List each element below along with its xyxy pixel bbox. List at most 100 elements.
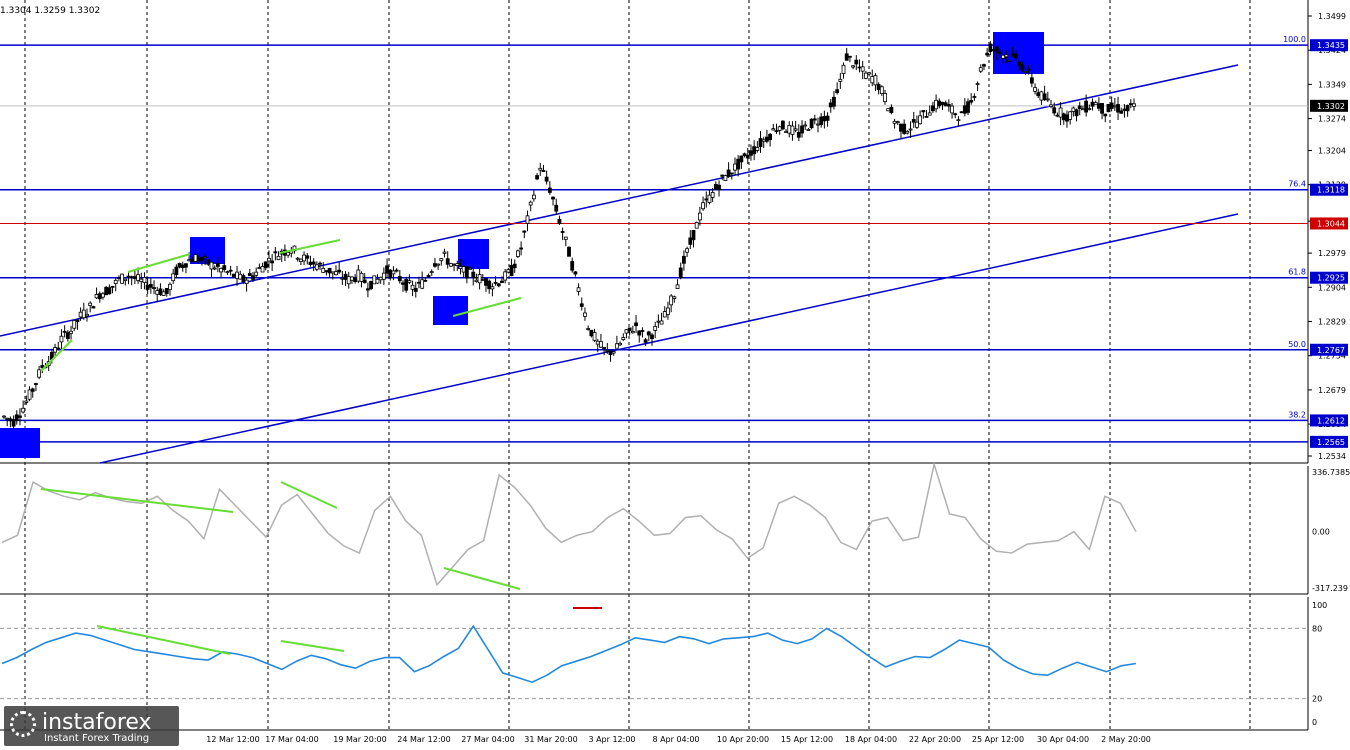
price-tag-bg: [1310, 217, 1348, 230]
price-tick-label: 1.2534: [1318, 452, 1346, 461]
candle-body: [573, 271, 578, 275]
price-tag-label: 1.2612: [1317, 416, 1345, 425]
candle-body: [493, 282, 498, 284]
candle-body: [602, 347, 607, 349]
highlight-box: [0, 428, 40, 458]
candle-body: [238, 273, 243, 280]
current-price-tag: [1310, 99, 1348, 112]
candle-body: [228, 269, 233, 272]
candle-body: [1077, 105, 1082, 110]
candle-body: [800, 125, 804, 134]
candle-body: [749, 150, 753, 156]
candle-body: [717, 184, 721, 191]
time-label: 17 Mar 04:00: [265, 735, 318, 744]
candle-body: [771, 128, 776, 131]
candle-body: [311, 261, 316, 265]
fib-label: 100.0: [1283, 35, 1306, 44]
candle-body: [260, 266, 265, 273]
candle-body: [560, 231, 565, 233]
candle-body: [257, 267, 262, 269]
price-tag-bg: [1310, 435, 1348, 448]
candle-body: [455, 263, 460, 266]
candle-body: [263, 261, 268, 269]
candle-body: [286, 252, 290, 256]
time-label: 10 Apr 20:00: [717, 735, 769, 744]
candle-body: [75, 319, 80, 323]
candle-body: [1007, 60, 1012, 62]
candle-body: [155, 290, 160, 295]
candle-body: [739, 155, 744, 163]
candle-body: [688, 237, 693, 245]
candle-body: [375, 278, 380, 284]
candle-body: [378, 276, 383, 281]
candle-body: [62, 330, 67, 333]
candle-body: [1096, 103, 1101, 109]
candle-body: [682, 255, 686, 264]
candle-body: [557, 218, 562, 224]
candle-body: [298, 258, 303, 263]
candle-body: [522, 230, 527, 233]
candle-body: [212, 267, 217, 270]
candle-body: [777, 126, 782, 131]
candle-body: [148, 283, 153, 288]
watermark-brand: instaforex: [42, 710, 152, 735]
candle-body: [480, 279, 485, 281]
candle-body: [391, 270, 396, 275]
candle-body: [787, 125, 792, 134]
time-label: 22 Apr 20:00: [909, 735, 961, 744]
fib-label: 61.8: [1288, 268, 1306, 277]
candle-body: [474, 279, 479, 282]
candle-body: [14, 414, 19, 422]
candle-body: [401, 282, 405, 285]
candle-body: [863, 72, 868, 79]
candle-body: [129, 276, 134, 279]
candle-body: [222, 265, 227, 271]
candle-body: [567, 246, 571, 257]
price-tick-label: 1.3349: [1318, 80, 1346, 89]
candle-body: [1004, 54, 1009, 58]
candle-body: [835, 89, 840, 93]
candle-body: [895, 121, 900, 124]
candle-body: [1023, 71, 1028, 73]
horizontal-levels: [0, 44, 1308, 443]
candle-body: [841, 64, 846, 74]
fib-label: 76.4: [1288, 180, 1306, 189]
candle-body: [867, 72, 871, 75]
candle-body: [618, 342, 622, 346]
candle-body: [1128, 103, 1133, 105]
candle-body: [69, 330, 73, 334]
candle-body: [870, 76, 875, 84]
ohlc-header: 1.3304 1.3259 1.3302: [0, 6, 100, 16]
candle-body: [637, 330, 642, 336]
candle-body: [113, 279, 118, 284]
candle-body: [1039, 91, 1044, 101]
candle-body: [359, 272, 364, 282]
candle-body: [184, 263, 188, 268]
candle-body: [768, 133, 773, 141]
candle-body: [563, 236, 568, 240]
candle-body: [694, 221, 699, 229]
candle-body: [439, 258, 444, 262]
time-label: 31 Mar 20:00: [524, 735, 577, 744]
candle-body: [365, 288, 370, 291]
rsi-tick-label: 80: [1312, 624, 1322, 633]
candle-body: [927, 112, 932, 116]
candle-body: [8, 418, 13, 422]
candle-body: [940, 101, 945, 105]
candle-body: [650, 334, 654, 340]
candle-body: [464, 266, 469, 279]
fib-label: 50.0: [1288, 340, 1306, 349]
candle-body: [85, 313, 89, 317]
candle-body: [59, 335, 64, 343]
candle-body: [908, 128, 913, 131]
candle-body: [669, 295, 674, 306]
divergence-line: [452, 297, 522, 317]
candle-body: [187, 259, 192, 262]
candle-body: [72, 319, 77, 329]
rsi-tick-label: 20: [1312, 695, 1322, 704]
candle-body: [812, 118, 817, 121]
candle-body: [1068, 111, 1073, 120]
candle-body: [458, 266, 463, 269]
candle-body: [1036, 92, 1041, 97]
